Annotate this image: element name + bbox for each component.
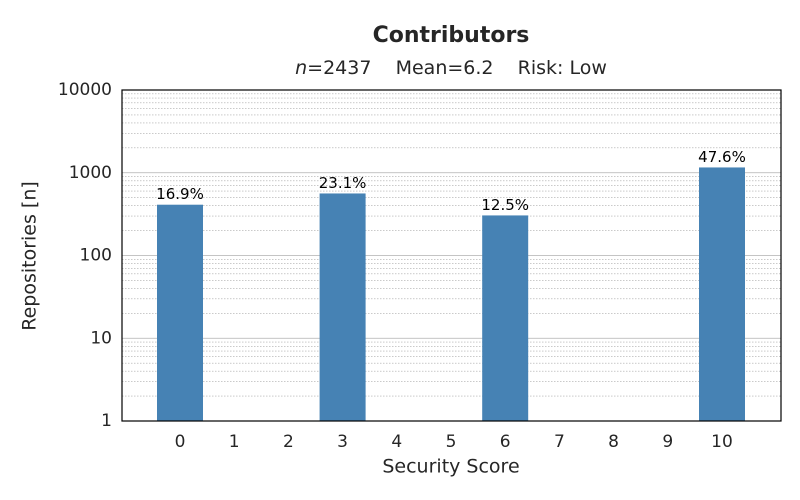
x-tick-label: 3 — [337, 432, 348, 452]
x-tick-label: 10 — [711, 432, 733, 452]
x-axis-label: Security Score — [382, 456, 519, 478]
subtitle-variable: n — [295, 57, 307, 79]
x-tick-label: 7 — [554, 432, 565, 452]
y-tick-label: 1000 — [69, 163, 112, 183]
bar — [319, 193, 366, 421]
plot-frame — [121, 89, 782, 422]
y-tick-label: 10000 — [58, 80, 112, 100]
x-tick-label: 0 — [175, 432, 186, 452]
bar — [482, 215, 529, 421]
bar-label: 12.5% — [481, 196, 529, 214]
subtitle-text: =2437 Mean=6.2 Risk: Low — [307, 57, 607, 79]
bar — [157, 204, 203, 421]
x-tick-label: 4 — [391, 432, 402, 452]
bar-label: 16.9% — [156, 185, 204, 203]
y-tick-label: 10 — [90, 328, 112, 348]
x-tick-label: 5 — [446, 432, 457, 452]
chart-subtitle: n=2437 Mean=6.2 Risk: Low — [295, 57, 607, 79]
x-tick-label: 1 — [229, 432, 240, 452]
x-tick-label: 2 — [283, 432, 294, 452]
bar — [699, 167, 745, 421]
y-tick-label: 100 — [80, 246, 112, 266]
bar-label: 47.6% — [698, 148, 746, 166]
chart-title: Contributors — [373, 23, 530, 48]
x-tick-label: 6 — [500, 432, 511, 452]
bar-label: 23.1% — [319, 174, 367, 192]
y-tick-label: 1 — [101, 411, 112, 431]
x-tick-label: 8 — [608, 432, 619, 452]
x-tick-label: 9 — [662, 432, 673, 452]
y-axis-label: Repositories [n] — [19, 181, 41, 331]
